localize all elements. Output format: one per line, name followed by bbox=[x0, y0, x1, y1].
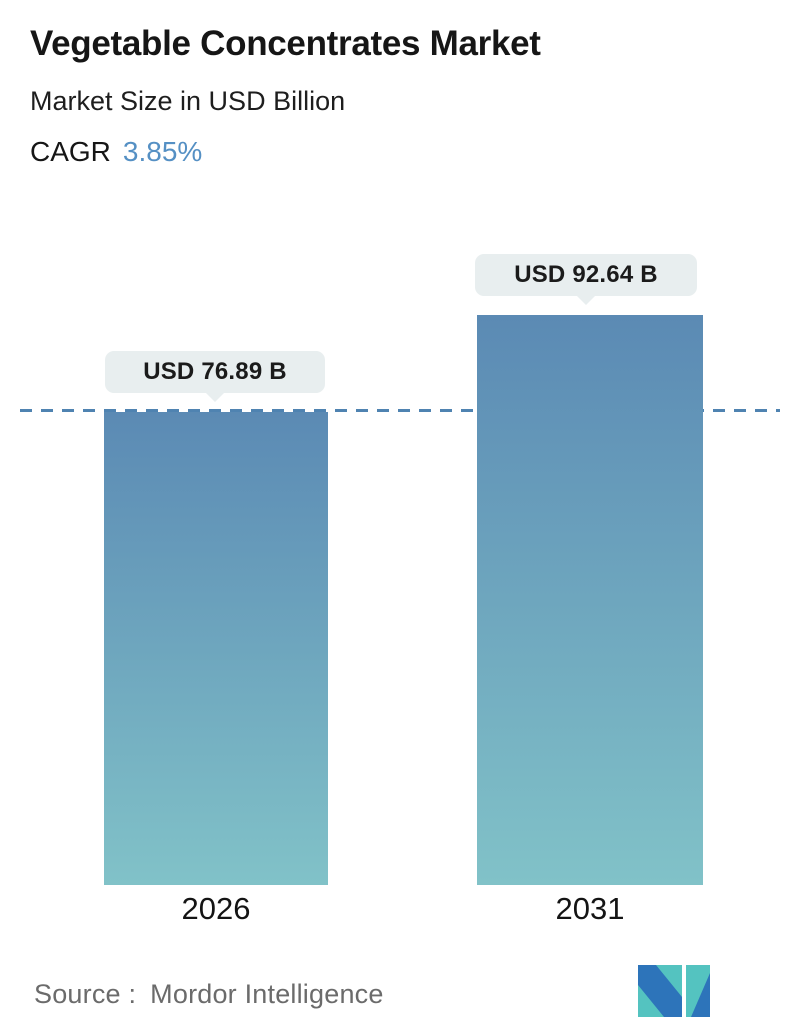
page-title: Vegetable Concentrates Market bbox=[30, 24, 541, 63]
value-label-2026: USD 76.89 B bbox=[143, 358, 287, 385]
source-label: Source : bbox=[34, 979, 137, 1009]
value-callout-2026: USD 76.89 B bbox=[105, 351, 325, 393]
source-value: Mordor Intelligence bbox=[150, 979, 384, 1009]
mordor-intelligence-logo bbox=[638, 965, 710, 1017]
source-line: Source : Mordor Intelligence bbox=[34, 979, 384, 1010]
dashed-reference-line bbox=[20, 409, 780, 412]
chart-subtitle: Market Size in USD Billion bbox=[30, 86, 346, 116]
value-callout-2031: USD 92.64 B bbox=[475, 254, 697, 296]
cagr-value: 3.85% bbox=[122, 136, 203, 167]
axis-label-2031: 2031 bbox=[555, 891, 625, 926]
cagr-label: CAGR bbox=[30, 136, 111, 167]
axis-label-2026: 2026 bbox=[181, 891, 251, 926]
bar-2026[interactable] bbox=[104, 412, 328, 885]
value-label-2031: USD 92.64 B bbox=[514, 261, 658, 288]
cagr-line: CAGR 3.85% bbox=[30, 136, 202, 168]
bar-2031[interactable] bbox=[477, 315, 703, 885]
